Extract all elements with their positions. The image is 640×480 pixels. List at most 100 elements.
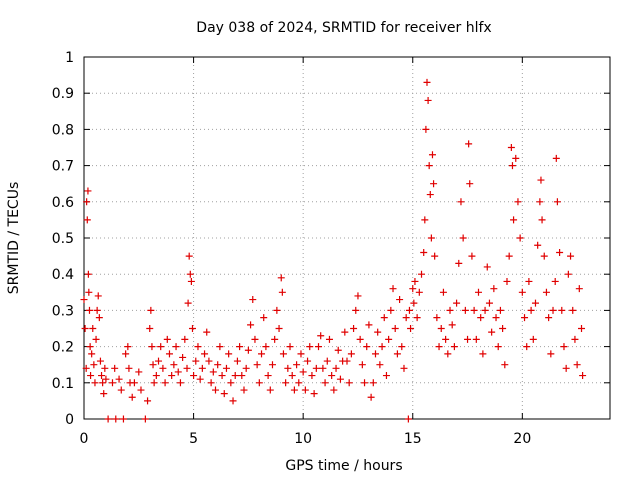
data-point (382, 372, 390, 380)
data-point (122, 350, 130, 358)
data-point (518, 288, 526, 296)
data-point (141, 415, 149, 423)
y-tick-label: 0.5 (52, 231, 74, 247)
data-point (168, 372, 176, 380)
data-point (99, 379, 107, 387)
data-point (356, 335, 364, 343)
data-point (264, 372, 272, 380)
data-point (409, 285, 417, 293)
data-point (343, 357, 351, 365)
data-point (540, 252, 548, 260)
data-point (124, 343, 132, 351)
data-point (341, 328, 349, 336)
data-point (396, 296, 404, 304)
data-point (405, 306, 413, 314)
data-point (271, 335, 279, 343)
data-point (439, 288, 447, 296)
data-point (284, 364, 292, 372)
data-point (218, 372, 226, 380)
data-point (163, 335, 171, 343)
data-point (446, 306, 454, 314)
data-point (545, 314, 553, 322)
data-point (187, 277, 195, 285)
data-point (214, 361, 222, 369)
data-point (306, 343, 314, 351)
data-point (277, 274, 285, 282)
data-point (470, 306, 478, 314)
data-point (84, 187, 92, 195)
data-point (104, 415, 112, 423)
data-point (428, 151, 436, 159)
data-point (249, 296, 257, 304)
data-point (308, 372, 316, 380)
data-point (144, 397, 152, 405)
data-point (186, 270, 194, 278)
data-point (233, 357, 241, 365)
data-point (179, 353, 187, 361)
data-point (531, 299, 539, 307)
data-point (525, 277, 533, 285)
data-point (465, 140, 473, 148)
data-point (426, 191, 434, 199)
data-point (431, 252, 439, 260)
data-point (464, 335, 472, 343)
data-point (330, 386, 338, 394)
data-point (91, 379, 99, 387)
data-point (393, 350, 401, 358)
data-point (157, 343, 165, 351)
data-point (203, 328, 211, 336)
data-point (146, 325, 154, 332)
data-point (188, 325, 196, 332)
data-point (547, 350, 555, 358)
data-point (367, 393, 375, 401)
data-point (481, 306, 489, 314)
data-point (571, 335, 579, 343)
x-tick-label: 0 (80, 431, 89, 447)
data-point (170, 361, 178, 369)
data-point (207, 379, 215, 387)
data-point (483, 263, 491, 271)
data-point (387, 306, 395, 314)
data-point (442, 335, 450, 343)
data-point (325, 335, 333, 343)
data-point (251, 335, 259, 343)
data-point (282, 379, 290, 387)
data-point (468, 252, 476, 260)
data-point (83, 216, 91, 224)
data-point (268, 361, 276, 369)
data-point (225, 350, 233, 358)
data-point (345, 379, 353, 387)
data-point (273, 306, 281, 314)
data-point (423, 78, 431, 86)
data-point (90, 361, 98, 369)
data-point (205, 357, 213, 365)
data-point (295, 379, 303, 387)
data-point (184, 299, 192, 307)
data-point (266, 386, 274, 394)
data-point (278, 288, 286, 296)
data-point (165, 350, 173, 358)
data-point (499, 325, 507, 332)
data-point (425, 162, 433, 170)
data-point (457, 198, 465, 206)
data-point (244, 346, 252, 354)
data-point (569, 306, 577, 314)
data-point (490, 285, 498, 293)
data-point (85, 306, 93, 314)
data-point (148, 343, 156, 351)
data-point (378, 343, 386, 351)
data-point (198, 364, 206, 372)
data-point (260, 314, 268, 322)
axis-ticks: 00.10.20.30.40.50.60.70.80.910 5 10 15 20 (52, 50, 610, 447)
data-point (347, 350, 355, 358)
data-point (279, 350, 287, 358)
data-point (503, 277, 511, 285)
data-point (521, 314, 529, 322)
data-point (119, 415, 127, 423)
data-point (290, 386, 298, 394)
data-point (108, 379, 116, 387)
data-point (512, 154, 520, 162)
data-point (448, 321, 456, 329)
data-point (400, 364, 408, 372)
